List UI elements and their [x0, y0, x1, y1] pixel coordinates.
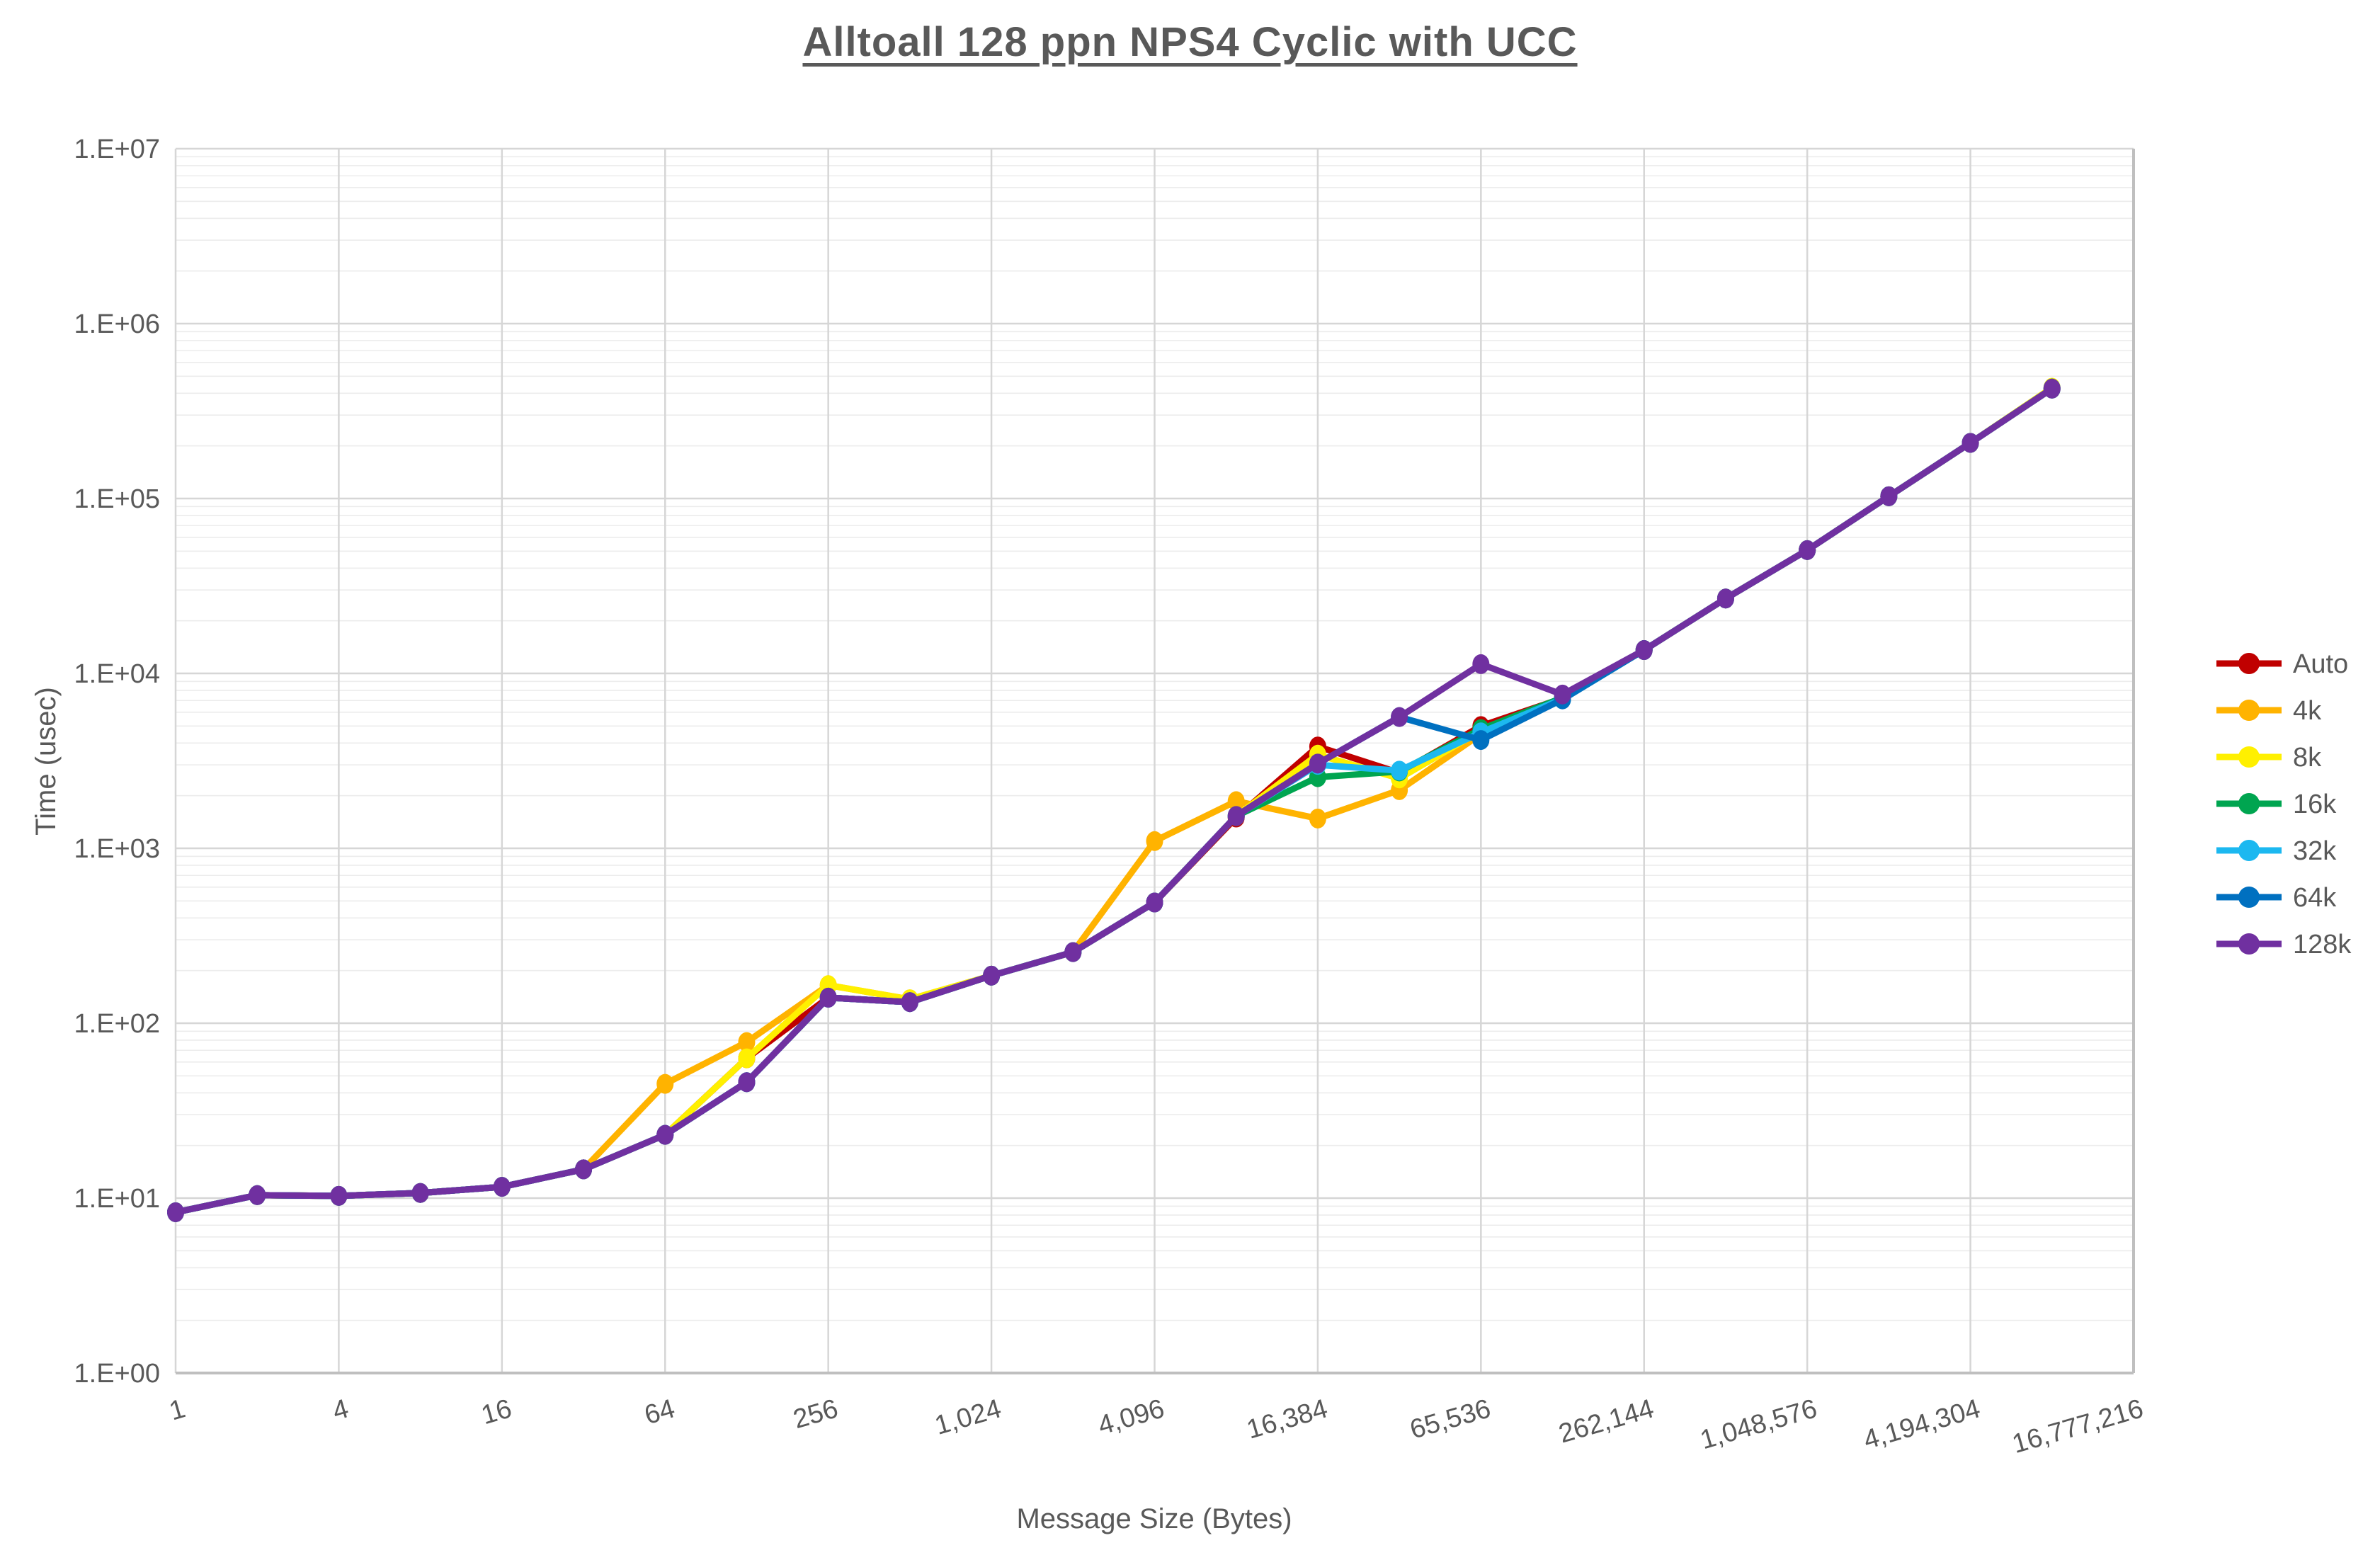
data-point: [493, 1177, 511, 1197]
data-point: [1391, 707, 1408, 727]
data-point: [738, 1072, 756, 1093]
legend-label: 64k: [2293, 883, 2337, 913]
data-point: [901, 992, 918, 1013]
x-axis-title: Message Size (Bytes): [1016, 1503, 1292, 1534]
y-tick-label: 1.E+05: [74, 484, 161, 514]
y-tick-label: 1.E+01: [74, 1184, 161, 1214]
x-tick-label: 262,144: [1556, 1394, 1658, 1449]
data-point: [983, 965, 1001, 986]
data-point: [1227, 791, 1245, 811]
legend-marker-dot: [2238, 933, 2260, 955]
x-tick-label: 4: [329, 1394, 352, 1426]
x-tick-label: 1,024: [932, 1394, 1005, 1441]
legend-item-8k: 8k: [2216, 743, 2322, 773]
series-64k: [167, 378, 2061, 1222]
data-point: [1391, 761, 1408, 781]
data-point: [656, 1073, 674, 1094]
data-point: [1716, 588, 1734, 609]
plot-borders: [176, 149, 2135, 1374]
x-tick-label: 4,096: [1095, 1394, 1168, 1441]
data-point: [1146, 831, 1163, 851]
data-point: [738, 1048, 756, 1069]
legend-marker-dot: [2238, 746, 2260, 768]
legend-marker-dot: [2238, 700, 2260, 721]
series-32k: [167, 378, 2061, 1222]
y-tick-label: 1.E+04: [74, 659, 161, 689]
legend-marker-dot: [2238, 653, 2260, 674]
x-tick-label: 1: [166, 1394, 189, 1426]
x-tick-label: 16: [478, 1394, 515, 1430]
data-point: [1961, 433, 1979, 453]
series-Auto: [167, 378, 2061, 1222]
data-point: [330, 1185, 348, 1206]
data-point: [1635, 640, 1653, 661]
data-point: [2043, 378, 2061, 399]
data-point: [575, 1159, 593, 1180]
data-point: [249, 1185, 266, 1205]
legend-label: Auto: [2293, 649, 2348, 679]
y-tick-label: 1.E+07: [74, 135, 161, 164]
series-4k: [167, 378, 2061, 1222]
legend: Auto 4k 8k 16k 32k 64k 128k: [2216, 649, 2352, 959]
x-tick-label: 1,048,576: [1697, 1394, 1821, 1455]
data-point: [1064, 942, 1082, 962]
x-axis-tick-labels: 1 4 16 64 256 1,024 4,096 16,384 65,536 262,144 1,…: [166, 1394, 2147, 1459]
y-tick-label: 1.E+00: [74, 1359, 161, 1389]
x-tick-label: 256: [790, 1394, 842, 1435]
legend-marker-dot: [2238, 887, 2260, 908]
series-128k: [167, 378, 2061, 1222]
data-point: [656, 1124, 674, 1145]
data-point: [1472, 654, 1490, 674]
data-point: [1880, 486, 1898, 506]
legend-label: 16k: [2293, 790, 2337, 819]
legend-label: 32k: [2293, 836, 2337, 866]
data-series: [167, 377, 2061, 1222]
x-tick-label: 65,536: [1407, 1394, 1494, 1445]
chart-title: Alltoall 128 ppn NPS4 Cyclic with UCC: [802, 19, 1578, 65]
y-axis-tick-labels: 1.E+00 1.E+01 1.E+02 1.E+03 1.E+04 1.E+05 1.E+…: [74, 135, 161, 1389]
data-point: [1554, 684, 1571, 705]
y-tick-label: 1.E+06: [74, 309, 161, 339]
y-axis-title: Time (usec): [30, 687, 62, 836]
y-tick-label: 1.E+03: [74, 834, 161, 864]
data-point: [411, 1183, 429, 1203]
legend-label: 128k: [2293, 930, 2352, 959]
legend-marker-dot: [2238, 793, 2260, 814]
data-point: [1799, 540, 1816, 560]
legend-item-64k: 64k: [2216, 883, 2337, 913]
legend-item-128k: 128k: [2216, 930, 2352, 959]
legend-item-4k: 4k: [2216, 696, 2322, 726]
y-tick-label: 1.E+02: [74, 1009, 161, 1039]
x-tick-label: 16,777,216: [2009, 1394, 2146, 1459]
legend-label: 4k: [2293, 696, 2322, 726]
legend-item-Auto: Auto: [2216, 649, 2348, 679]
legend-label: 8k: [2293, 743, 2322, 773]
data-point: [1309, 808, 1326, 828]
data-point: [1472, 730, 1490, 751]
data-point: [1146, 892, 1163, 913]
legend-item-16k: 16k: [2216, 790, 2337, 819]
x-tick-label: 4,194,304: [1860, 1394, 1983, 1455]
series-8k: [167, 377, 2061, 1222]
data-point: [1309, 753, 1326, 774]
x-tick-label: 64: [642, 1394, 678, 1430]
x-tick-label: 16,384: [1243, 1394, 1331, 1445]
data-point: [1227, 806, 1245, 826]
data-point: [167, 1202, 184, 1222]
data-point: [738, 1032, 756, 1052]
legend-marker-dot: [2238, 840, 2260, 861]
series-16k: [167, 378, 2061, 1222]
legend-item-32k: 32k: [2216, 836, 2337, 866]
data-point: [819, 987, 837, 1008]
